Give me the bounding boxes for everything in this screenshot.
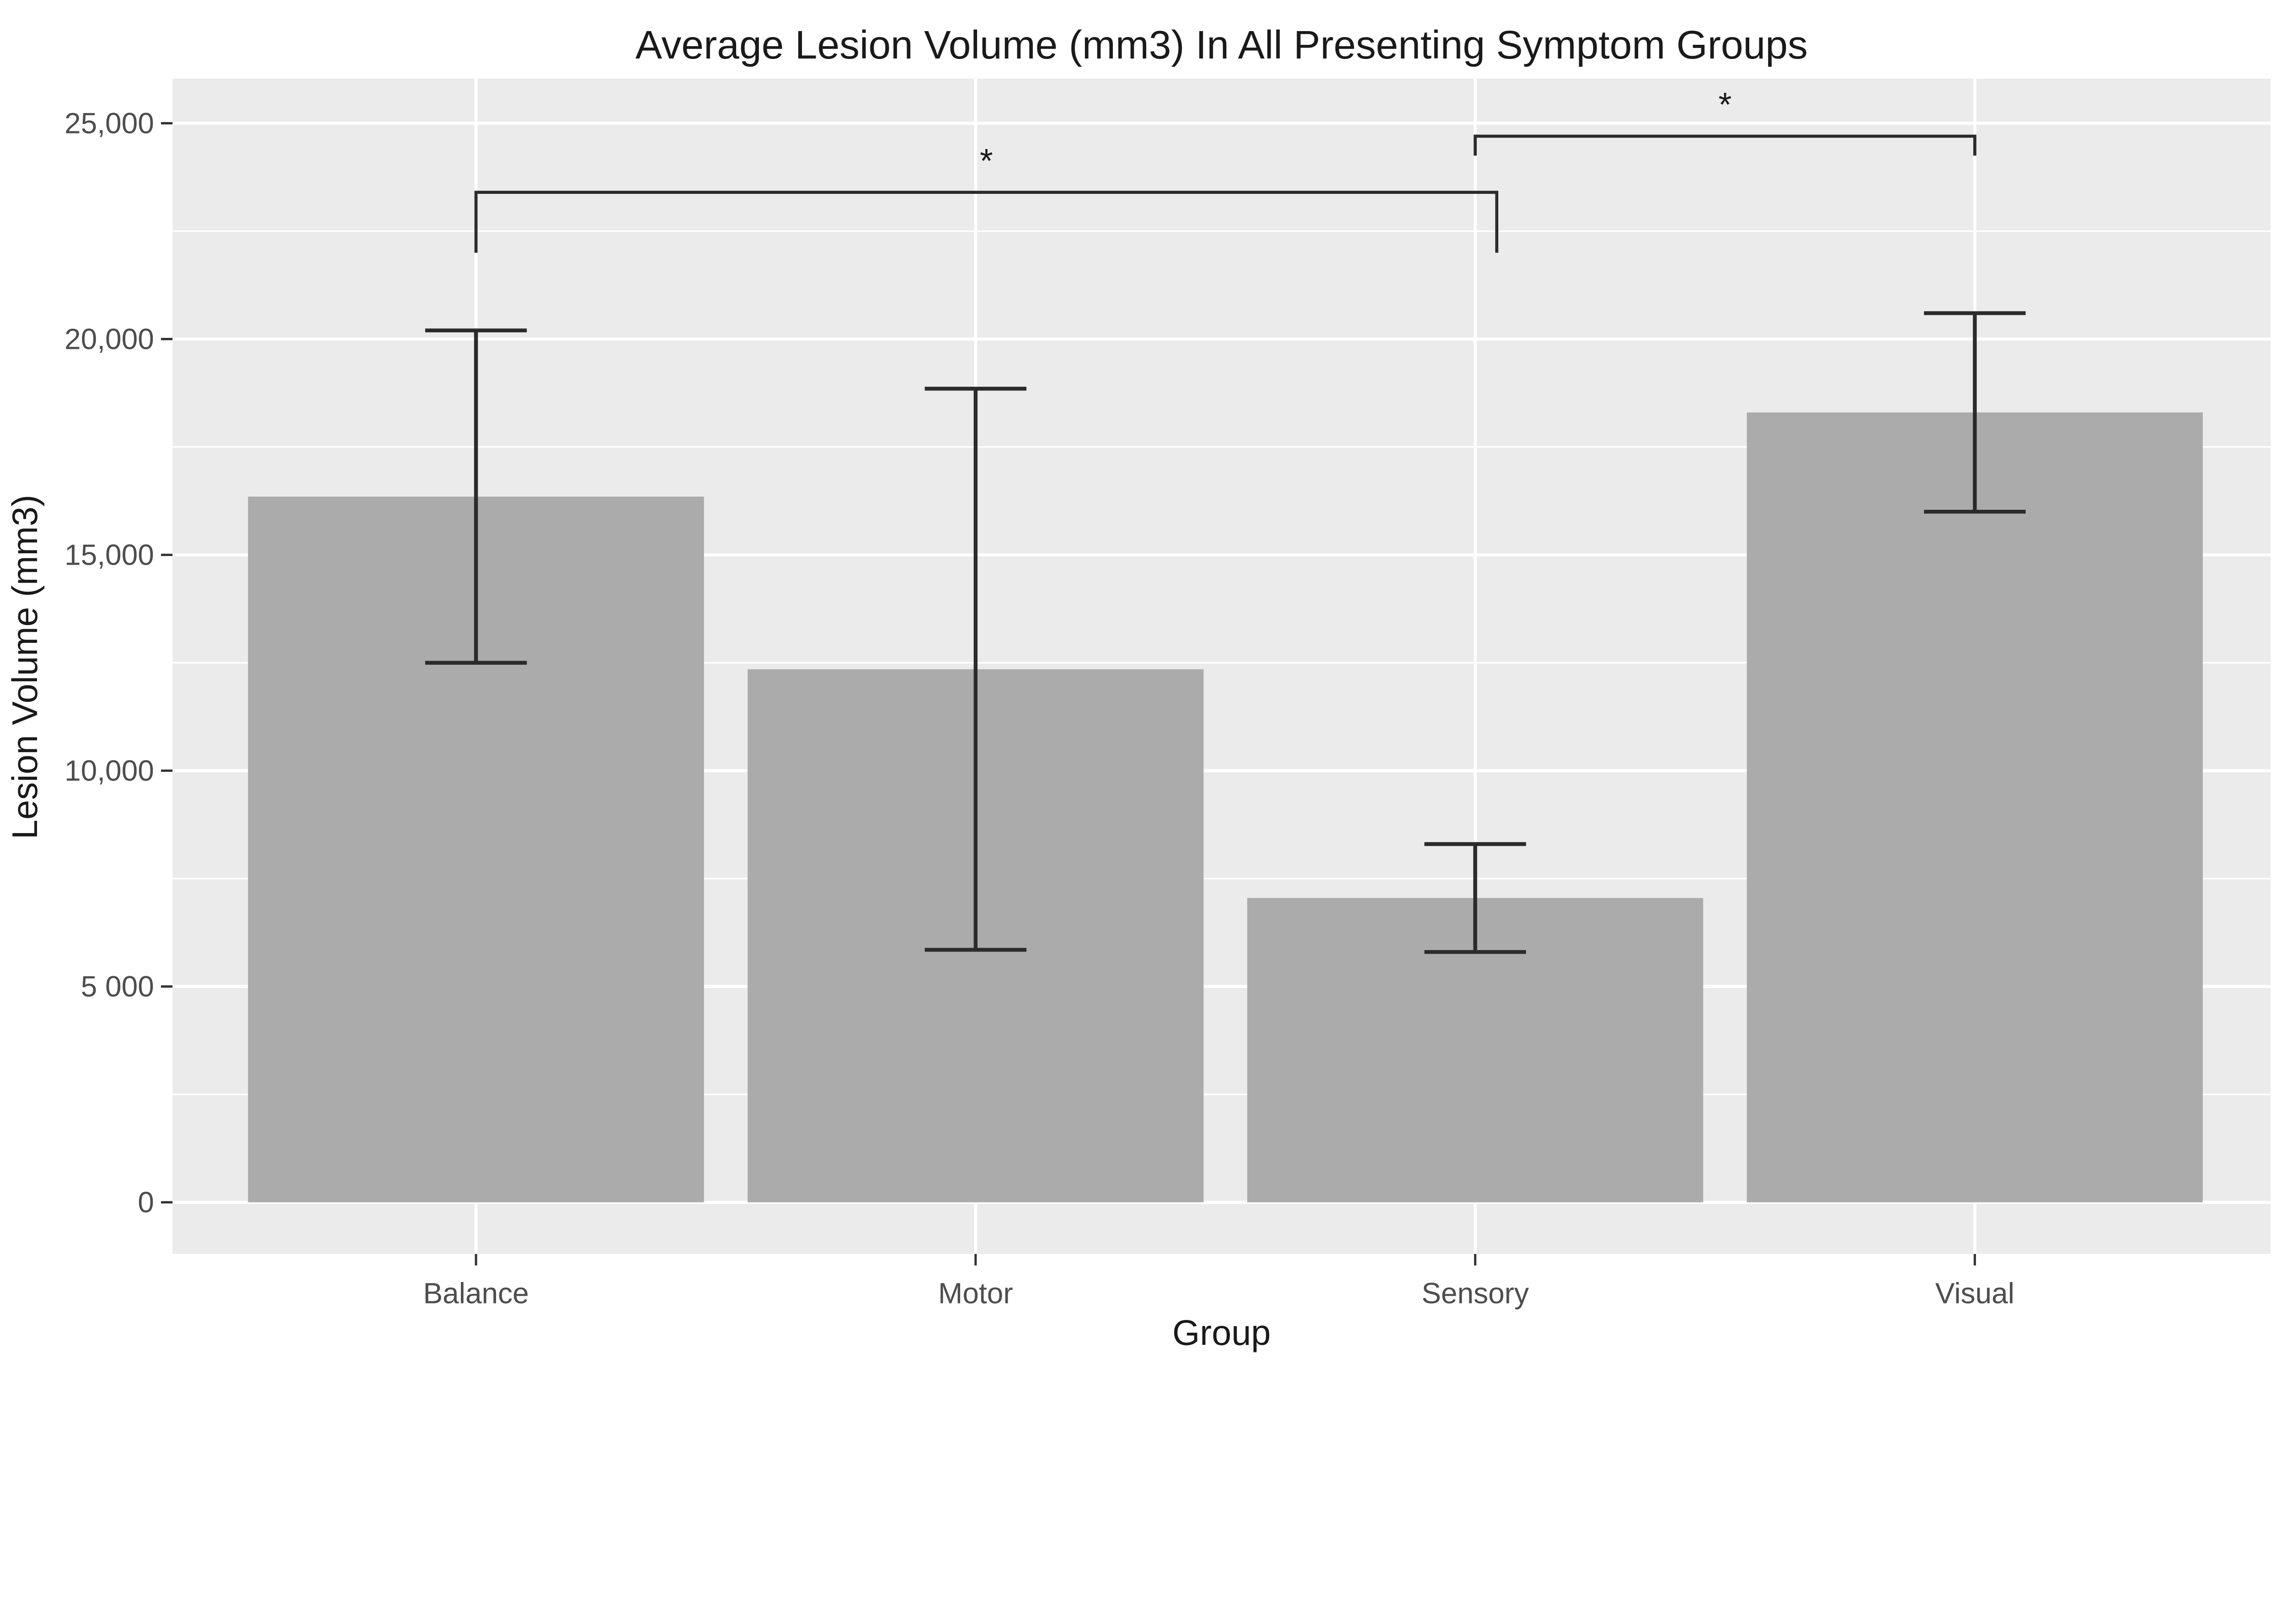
significance-asterisk-1: * [980,142,993,180]
bar-chart-canvas: * * 0 5 000 10,000 15,000 20,000 25,000 Balance M… [5,22,2271,1353]
x-tick-label-balance: Balance [423,1277,529,1309]
x-axis-title: Group [1172,1313,1271,1352]
y-tick-label: 10,000 [64,754,154,787]
chart: * * 0 5 000 10,000 15,000 20,000 25,000 Balance M… [5,22,2271,1353]
x-tick-label-motor: Motor [938,1277,1013,1309]
significance-asterisk-2: * [1719,85,1732,123]
plot-title: Average Lesion Volume (mm3) In All Prese… [636,22,1808,67]
y-tick-label: 25,000 [64,107,154,139]
y-axis-title: Lesion Volume (mm3) [5,495,45,839]
plot-render-root: * * 0 5 000 10,000 15,000 20,000 25,000 Balance M… [64,78,2271,1309]
y-tick-label: 20,000 [64,322,154,355]
x-tick-label-sensory: Sensory [1421,1277,1529,1309]
y-tick-label: 0 [138,1186,154,1219]
significance-bracket-1 [474,191,1499,253]
bar-visual [1747,412,2203,1202]
y-tick-label: 15,000 [64,539,154,572]
significance-bracket-2 [1474,134,1976,156]
y-tick-label: 5 000 [81,970,154,1003]
x-tick-label-visual: Visual [1935,1277,2014,1309]
